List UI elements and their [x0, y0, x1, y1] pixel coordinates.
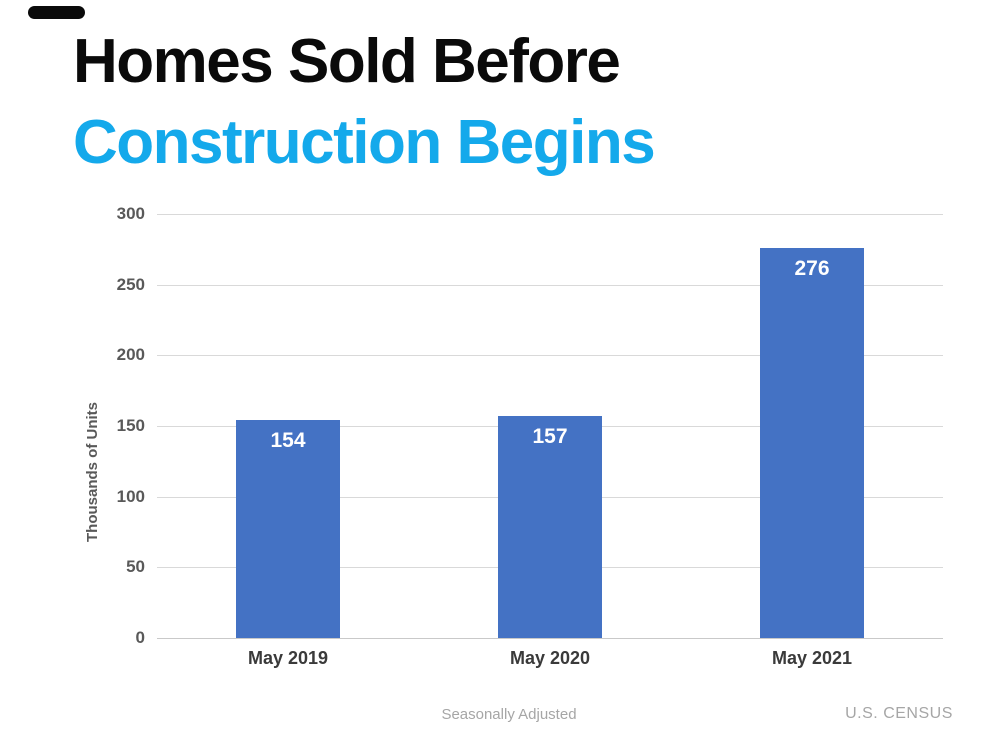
bar-value-label: 276: [794, 256, 830, 280]
gridline: [157, 355, 943, 357]
gridline: [157, 214, 943, 215]
y-tick-label: 100: [116, 486, 145, 506]
y-tick-label: 150: [116, 416, 145, 435]
y-tick-label: 200: [116, 345, 145, 365]
bar: [760, 247, 864, 638]
x-axis-line: [157, 638, 943, 639]
bar-value-label: 157: [532, 425, 568, 449]
bar: [498, 416, 602, 638]
x-category-label: May 2020: [509, 648, 591, 668]
gridline: [157, 284, 943, 286]
top-left-decorative-bar: [28, 6, 85, 19]
y-tick-label: 0: [135, 628, 145, 647]
slide-title-line1: Homes Sold Before: [73, 27, 621, 96]
y-tick-label: 300: [116, 204, 145, 223]
bar: [236, 420, 340, 638]
x-category-label: May 2021: [771, 648, 853, 668]
y-tick-label: 50: [126, 557, 145, 577]
y-axis-title: Thousands of Units: [84, 402, 101, 542]
y-tick-label: 250: [116, 274, 145, 294]
slide-title-line2: Construction Begins: [73, 108, 656, 177]
footer-source: U.S. CENSUS: [845, 705, 953, 722]
footer-note: Seasonally Adjusted: [441, 706, 577, 723]
bar-value-label: 154: [270, 429, 306, 453]
x-category-label: May 2019: [247, 648, 329, 668]
